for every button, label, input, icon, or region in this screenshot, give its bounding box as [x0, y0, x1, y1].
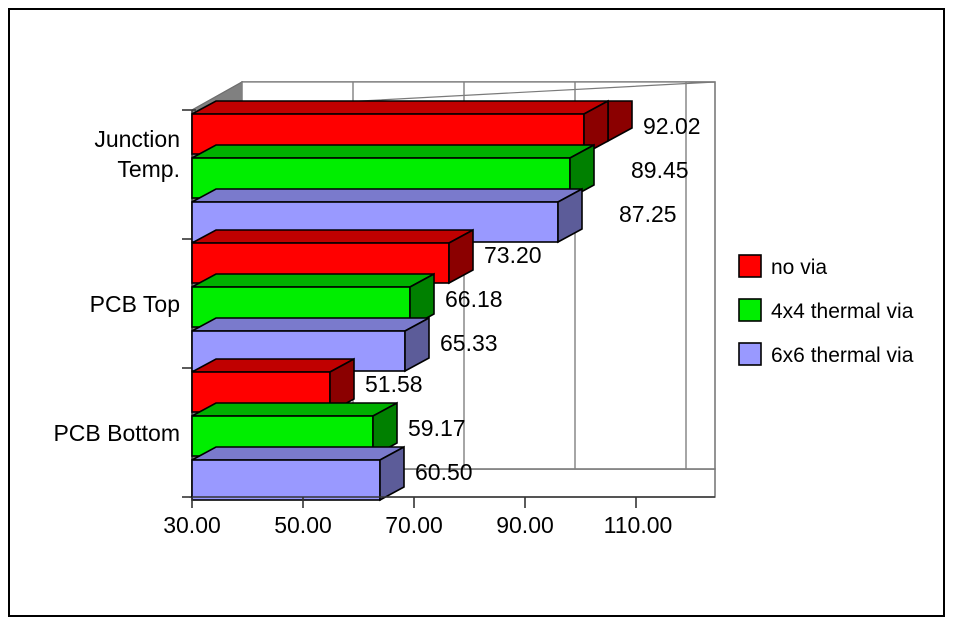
bar-group-junction-temp — [191, 99, 633, 244]
value-axis-tick-labels: 30.00 50.00 70.00 90.00 110.00 — [163, 512, 672, 538]
tick-label-90: 90.00 — [496, 512, 554, 538]
bar-group-pcb-top — [191, 228, 474, 373]
value-axis — [191, 496, 715, 508]
legend: no via 4x4 thermal via 6x6 thermal via — [738, 254, 914, 367]
bar-chart-3d: 92.02 89.45 87.25 73.20 66.18 65.33 51.5… — [53, 80, 914, 538]
value-label-junction-no-via: 92.02 — [643, 113, 701, 139]
category-labels: Junction Temp. PCB Top PCB Bottom — [53, 126, 180, 446]
value-labels: 92.02 89.45 87.25 73.20 66.18 65.33 51.5… — [365, 113, 701, 485]
category-label-pcb-top: PCB Top — [90, 291, 180, 317]
value-label-junction-6x6: 87.25 — [619, 201, 677, 227]
value-label-pcbtop-4x4: 66.18 — [445, 286, 503, 312]
category-label-junction-temp-line1: Junction — [94, 126, 180, 152]
tick-label-50: 50.00 — [274, 512, 332, 538]
value-label-pcbbottom-6x6: 60.50 — [415, 459, 473, 485]
category-label-pcb-bottom: PCB Bottom — [53, 420, 180, 446]
legend-label-4x4-thermal-via: 4x4 thermal via — [771, 300, 914, 323]
value-label-junction-4x4: 89.45 — [631, 157, 689, 183]
chart-frame: 92.02 89.45 87.25 73.20 66.18 65.33 51.5… — [8, 8, 945, 617]
legend-item-4x4-thermal-via[interactable]: 4x4 thermal via — [738, 298, 914, 323]
legend-label-6x6-thermal-via: 6x6 thermal via — [771, 344, 914, 367]
bar-group-pcb-bottom — [191, 357, 405, 502]
tick-label-30: 30.00 — [163, 512, 221, 538]
value-label-pcbtop-6x6: 65.33 — [440, 330, 498, 356]
legend-label-no-via: no via — [771, 256, 827, 279]
value-label-pcbbottom-4x4: 59.17 — [408, 415, 466, 441]
value-label-pcbbottom-no-via: 51.58 — [365, 371, 423, 397]
legend-swatch-no-via — [738, 254, 762, 278]
value-label-pcbtop-no-via: 73.20 — [484, 242, 542, 268]
tick-label-70: 70.00 — [385, 512, 443, 538]
category-label-junction-temp-line2: Temp. — [117, 156, 180, 182]
legend-swatch-4x4-thermal-via — [738, 298, 762, 322]
legend-swatch-6x6-thermal-via — [738, 342, 762, 366]
legend-item-6x6-thermal-via[interactable]: 6x6 thermal via — [738, 342, 914, 367]
tick-label-110: 110.00 — [604, 512, 673, 538]
legend-item-no-via[interactable]: no via — [738, 254, 827, 279]
bar-pcb-bottom-6x6[interactable] — [191, 445, 405, 502]
